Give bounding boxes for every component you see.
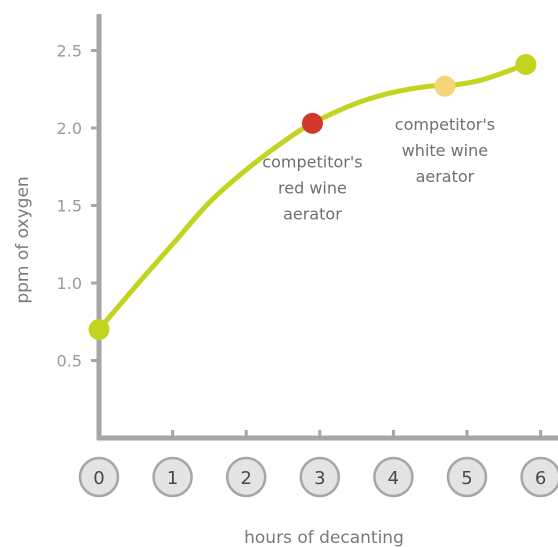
annotation-text: white wine	[402, 141, 488, 160]
x-tick-label: 4	[388, 468, 399, 489]
annotation-text: aerator	[416, 167, 475, 186]
x-tick-label: 2	[240, 468, 251, 489]
y-axis-ticks: 0.5 1.0 1.5 2.0 2.5	[57, 42, 99, 371]
annotation-text: competitor's	[262, 152, 362, 171]
x-tick-label: 3	[314, 468, 325, 489]
x-axis-ticks: 0 1 2 3 4 5 6	[78, 430, 558, 498]
x-tick-bubble	[225, 456, 267, 498]
annotation-text: red wine	[278, 178, 347, 197]
x-tick-bubble	[78, 456, 120, 498]
x-axis-label: hours of decanting	[244, 528, 404, 547]
y-tick-label: 1.0	[57, 274, 82, 293]
data-point	[515, 53, 537, 75]
y-tick-label: 1.5	[57, 197, 82, 216]
x-tick-label: 6	[535, 468, 546, 489]
y-tick-label: 2.5	[57, 42, 82, 61]
y-tick-label: 2.0	[57, 119, 82, 138]
x-tick-label: 0	[93, 468, 104, 489]
x-tick-label: 5	[461, 468, 472, 489]
annotation-text: competitor's	[395, 115, 495, 134]
annotation-text: aerator	[283, 204, 342, 223]
x-tick-bubble	[373, 456, 414, 498]
x-tick-bubble	[152, 456, 193, 498]
annotations: competitor's red wine aerator competitor's w…	[262, 115, 495, 223]
highlight-points	[88, 53, 537, 340]
x-tick-bubble	[446, 456, 488, 498]
y-tick-label: 0.5	[57, 352, 82, 371]
y-axis-label: ppm of oxygen	[13, 176, 33, 303]
x-tick-label: 1	[167, 468, 178, 489]
x-tick-bubble	[520, 456, 558, 498]
data-point	[88, 319, 110, 340]
data-point	[434, 75, 456, 97]
data-point	[301, 112, 323, 134]
x-tick-bubble	[299, 456, 341, 498]
